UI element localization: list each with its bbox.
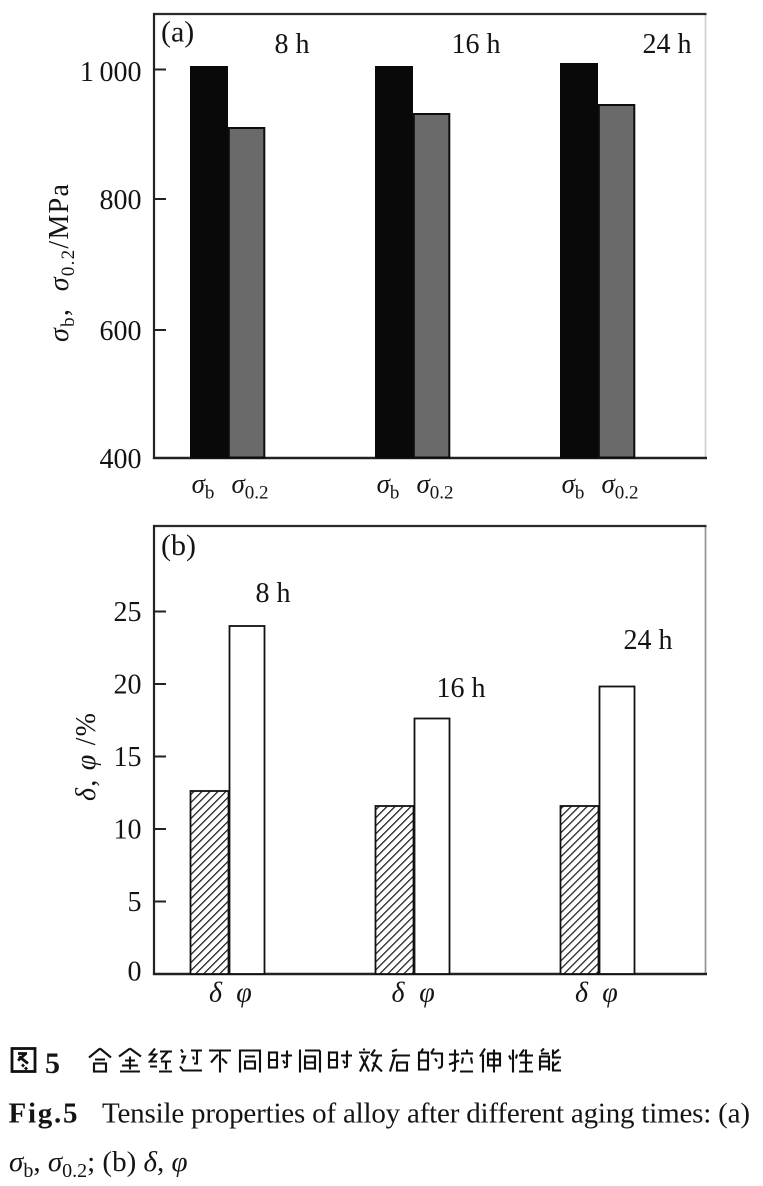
svg-text:20: 20 (114, 670, 142, 701)
svg-text:Fig.5: Fig.5 (9, 1098, 78, 1130)
svg-text:φ: φ (419, 978, 435, 1009)
svg-text:0: 0 (128, 957, 142, 988)
svg-text:5: 5 (128, 887, 142, 918)
svg-text:δ: δ (209, 978, 223, 1009)
svg-text:400: 400 (100, 444, 142, 475)
svg-text:16 h: 16 h (452, 29, 501, 60)
svg-text:φ: φ (236, 978, 252, 1009)
svg-text:σ0.2: σ0.2 (231, 469, 268, 504)
svg-text:σb, σ0.2; (b) δ, φ: σb, σ0.2; (b) δ, φ (9, 1146, 188, 1182)
svg-text:Tensile properties of alloy af: Tensile properties of alloy after differ… (102, 1098, 750, 1130)
svg-text:(a): (a) (161, 16, 194, 49)
svg-text:5: 5 (45, 1047, 60, 1080)
svg-text:24 h: 24 h (643, 29, 692, 60)
svg-text:δ: δ (391, 978, 405, 1009)
svg-text:σb: σb (562, 469, 585, 504)
svg-text:24 h: 24 h (624, 625, 673, 656)
svg-text:15: 15 (114, 742, 142, 773)
svg-text:600: 600 (100, 316, 142, 347)
svg-text:φ: φ (602, 978, 618, 1009)
svg-text:σb, σ0.2/MPa: σb, σ0.2/MPa (44, 183, 79, 342)
svg-text:1 000: 1 000 (80, 57, 142, 88)
svg-text:8 h: 8 h (256, 578, 291, 609)
svg-text:10: 10 (114, 815, 142, 846)
svg-text:σ0.2: σ0.2 (601, 469, 638, 504)
svg-text:δ: δ (575, 978, 589, 1009)
svg-text:8 h: 8 h (275, 29, 310, 60)
svg-text:σ0.2: σ0.2 (416, 469, 453, 504)
svg-text:16 h: 16 h (437, 673, 486, 704)
svg-text:σb: σb (377, 469, 400, 504)
svg-text:σb: σb (192, 469, 215, 504)
svg-text:(b): (b) (161, 529, 196, 562)
svg-text:800: 800 (100, 185, 142, 216)
svg-text:25: 25 (114, 597, 142, 628)
svg-text:δ, φ /%: δ, φ /% (71, 713, 102, 801)
